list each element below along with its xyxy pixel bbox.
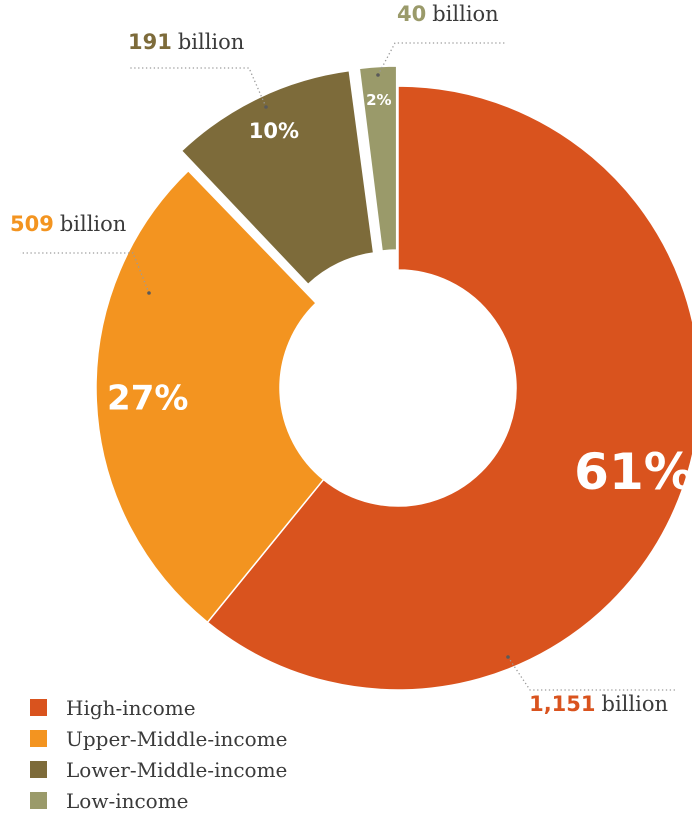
slice-low-income: [358, 65, 398, 252]
slice-percent-label-upper-middle-income: 27%: [107, 379, 188, 419]
legend-label-lower-middle-income: Lower-Middle-income: [66, 757, 288, 782]
legend-label-high-income: High-income: [66, 695, 196, 720]
value-callout-low-income: 40 billion: [397, 2, 499, 26]
slice-percent-label-high-income: 61%: [574, 443, 692, 501]
leader-dot-upper-middle-income: [147, 291, 151, 295]
legend-swatch-high-income: [30, 699, 47, 716]
legend-item-low-income: Low-income: [30, 785, 287, 816]
slice-percent-label-low-income: 2%: [366, 91, 391, 109]
value-callout-unit-high-income: billion: [602, 692, 668, 716]
slice-high-income: [206, 85, 692, 691]
legend-item-lower-middle-income: Lower-Middle-income: [30, 754, 287, 785]
leader-line-upper-middle-income: [20, 252, 150, 294]
legend-item-high-income: High-income: [30, 692, 287, 723]
slice-upper-middle-income: [95, 169, 325, 624]
value-callout-number-low-income: 40: [397, 2, 426, 26]
value-callout-lower-middle-income: 191 billion: [128, 30, 244, 54]
legend-swatch-lower-middle-income: [30, 761, 47, 778]
leader-dot-high-income: [506, 655, 510, 659]
leader-line-low-income: [377, 42, 505, 76]
value-callout-number-lower-middle-income: 191: [128, 30, 172, 54]
legend-swatch-upper-middle-income: [30, 730, 47, 747]
leader-line-lower-middle-income: [128, 67, 267, 108]
legend-swatch-low-income: [30, 792, 47, 809]
legend-label-low-income: Low-income: [66, 788, 189, 813]
value-callout-unit-low-income: billion: [432, 2, 498, 26]
value-callout-unit-lower-middle-income: billion: [178, 30, 244, 54]
value-callout-unit-upper-middle-income: billion: [60, 212, 126, 236]
leader-dot-lower-middle-income: [264, 105, 268, 109]
value-callout-upper-middle-income: 509 billion: [10, 212, 126, 236]
leader-dot-low-income: [376, 73, 380, 77]
legend-item-upper-middle-income: Upper-Middle-income: [30, 723, 287, 754]
value-callout-number-high-income: 1,151: [529, 692, 595, 716]
slice-lower-middle-income: [180, 69, 375, 286]
legend: High-income Upper-Middle-income Lower-Mi…: [30, 692, 287, 816]
value-callout-high-income: 1,151 billion: [529, 692, 668, 716]
slice-percent-label-lower-middle-income: 10%: [249, 119, 299, 143]
leader-line-high-income: [507, 656, 676, 691]
value-callout-number-upper-middle-income: 509: [10, 212, 54, 236]
legend-label-upper-middle-income: Upper-Middle-income: [66, 726, 288, 751]
